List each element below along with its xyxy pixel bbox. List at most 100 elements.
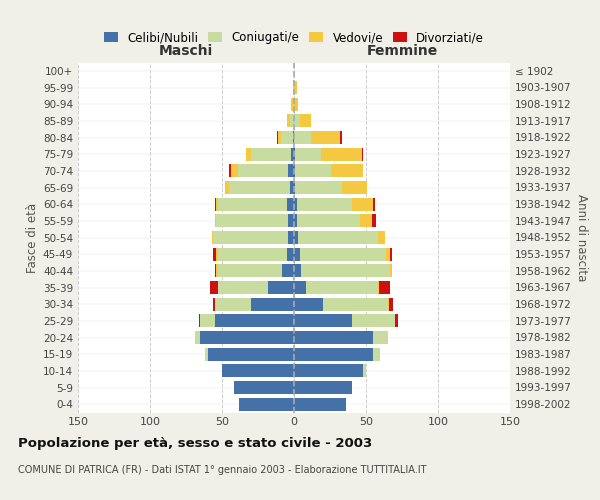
Bar xyxy=(391,264,392,278)
Bar xyxy=(341,181,367,194)
Bar xyxy=(216,248,218,260)
Bar xyxy=(395,314,398,328)
Bar xyxy=(283,264,294,278)
Bar xyxy=(294,164,295,177)
Text: Femmine: Femmine xyxy=(367,44,437,58)
Bar xyxy=(389,298,394,310)
Bar xyxy=(215,214,216,228)
Bar xyxy=(212,231,214,244)
Bar xyxy=(377,231,385,244)
Bar xyxy=(373,331,388,344)
Bar xyxy=(294,364,363,378)
Bar xyxy=(288,214,294,228)
Bar xyxy=(290,114,294,128)
Bar xyxy=(386,248,391,260)
Bar xyxy=(200,314,215,328)
Bar xyxy=(294,231,298,244)
Bar xyxy=(294,198,297,210)
Y-axis label: Fasce di età: Fasce di età xyxy=(26,202,39,272)
Bar xyxy=(298,231,377,244)
Bar xyxy=(293,81,294,94)
Bar xyxy=(205,348,208,360)
Bar xyxy=(215,314,294,328)
Text: COMUNE DI PATRICA (FR) - Dati ISTAT 1° gennaio 2003 - Elaborazione TUTTITALIA.IT: COMUNE DI PATRICA (FR) - Dati ISTAT 1° g… xyxy=(18,465,427,475)
Bar xyxy=(239,398,294,410)
Bar xyxy=(294,181,295,194)
Text: Maschi: Maschi xyxy=(159,44,213,58)
Bar xyxy=(294,381,352,394)
Bar xyxy=(294,331,373,344)
Bar xyxy=(214,298,215,310)
Bar xyxy=(288,231,294,244)
Bar xyxy=(229,181,290,194)
Bar xyxy=(295,164,331,177)
Bar xyxy=(215,298,251,310)
Bar xyxy=(225,181,229,194)
Bar xyxy=(379,281,391,294)
Bar xyxy=(295,181,341,194)
Bar xyxy=(199,314,200,328)
Bar xyxy=(288,164,294,177)
Bar xyxy=(297,214,360,228)
Bar xyxy=(222,364,294,378)
Bar xyxy=(229,164,230,177)
Bar xyxy=(363,364,366,378)
Y-axis label: Anni di nascita: Anni di nascita xyxy=(575,194,588,281)
Bar xyxy=(300,114,311,128)
Bar xyxy=(251,298,294,310)
Bar xyxy=(360,214,372,228)
Bar xyxy=(218,264,283,278)
Bar xyxy=(362,148,363,160)
Bar xyxy=(215,264,216,278)
Bar xyxy=(294,314,352,328)
Bar xyxy=(293,98,294,110)
Bar xyxy=(372,214,376,228)
Bar xyxy=(294,214,297,228)
Bar xyxy=(305,281,377,294)
Bar xyxy=(301,264,391,278)
Bar xyxy=(287,198,294,210)
Bar xyxy=(322,148,362,160)
Bar xyxy=(373,198,374,210)
Bar xyxy=(216,264,218,278)
Bar xyxy=(218,281,268,294)
Bar xyxy=(268,281,294,294)
Bar xyxy=(287,248,294,260)
Bar xyxy=(290,181,294,194)
Bar xyxy=(388,298,389,310)
Bar xyxy=(208,348,294,360)
Bar xyxy=(278,131,281,144)
Bar xyxy=(293,131,294,144)
Bar xyxy=(294,348,373,360)
Bar xyxy=(200,331,294,344)
Bar xyxy=(230,164,238,177)
Bar xyxy=(294,264,301,278)
Bar xyxy=(218,198,287,210)
Bar xyxy=(297,198,352,210)
Bar xyxy=(218,248,287,260)
Bar xyxy=(294,81,297,94)
Bar xyxy=(295,148,322,160)
Bar xyxy=(377,281,379,294)
Bar xyxy=(294,298,323,310)
Bar xyxy=(216,214,288,228)
Bar xyxy=(294,148,295,160)
Bar xyxy=(373,348,380,360)
Bar xyxy=(352,198,373,210)
Bar xyxy=(391,248,392,260)
Bar xyxy=(294,248,300,260)
Bar xyxy=(277,131,278,144)
Bar xyxy=(233,381,294,394)
Bar xyxy=(323,298,388,310)
Bar xyxy=(287,114,290,128)
Bar xyxy=(215,198,216,210)
Text: Popolazione per età, sesso e stato civile - 2003: Popolazione per età, sesso e stato civil… xyxy=(18,438,372,450)
Bar xyxy=(294,98,298,110)
Bar xyxy=(238,164,288,177)
Bar xyxy=(294,114,300,128)
Bar xyxy=(281,131,293,144)
Bar xyxy=(211,281,218,294)
Bar xyxy=(251,148,291,160)
Bar xyxy=(247,148,251,160)
Bar xyxy=(291,148,294,160)
